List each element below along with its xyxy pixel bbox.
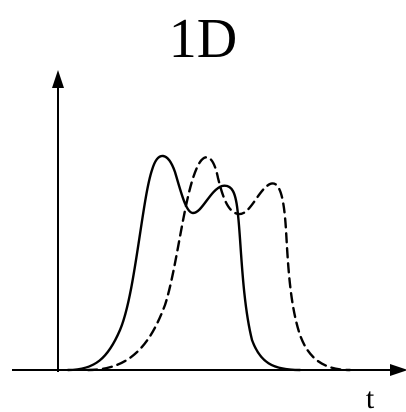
- x-axis-arrowhead: [390, 364, 406, 376]
- dashed-curve: [86, 156, 352, 372]
- x-axis-label: t: [366, 382, 375, 412]
- y-axis-arrowhead: [52, 70, 64, 88]
- title: 1D: [169, 8, 237, 70]
- solid-curve: [66, 154, 302, 372]
